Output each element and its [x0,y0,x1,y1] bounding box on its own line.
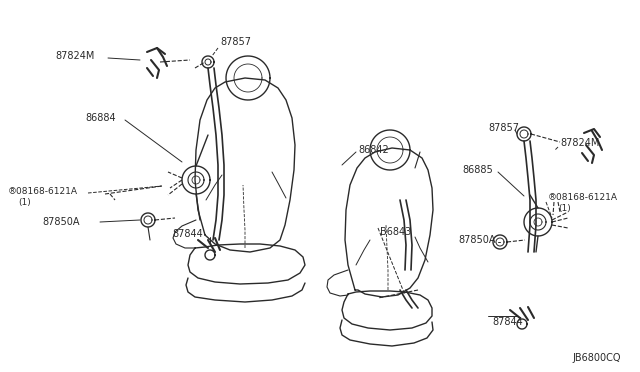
Text: 87857: 87857 [488,123,519,133]
Text: (1): (1) [18,199,31,208]
Text: 87844: 87844 [172,229,203,239]
Text: 87844: 87844 [492,317,523,327]
Text: 87824M: 87824M [560,138,600,148]
Text: ®08168-6121A: ®08168-6121A [8,187,78,196]
Text: 87824M: 87824M [55,51,94,61]
Text: 86885: 86885 [462,165,493,175]
Text: 87857: 87857 [220,37,251,47]
Text: 86842: 86842 [358,145,388,155]
Text: JB6800CQ: JB6800CQ [572,353,621,363]
Text: 87850A: 87850A [42,217,79,227]
Text: 86884: 86884 [85,113,116,123]
Text: ®08168-6121A: ®08168-6121A [548,193,618,202]
Text: B6843: B6843 [380,227,412,237]
Text: (1): (1) [558,205,571,214]
Text: 87850A: 87850A [458,235,495,245]
